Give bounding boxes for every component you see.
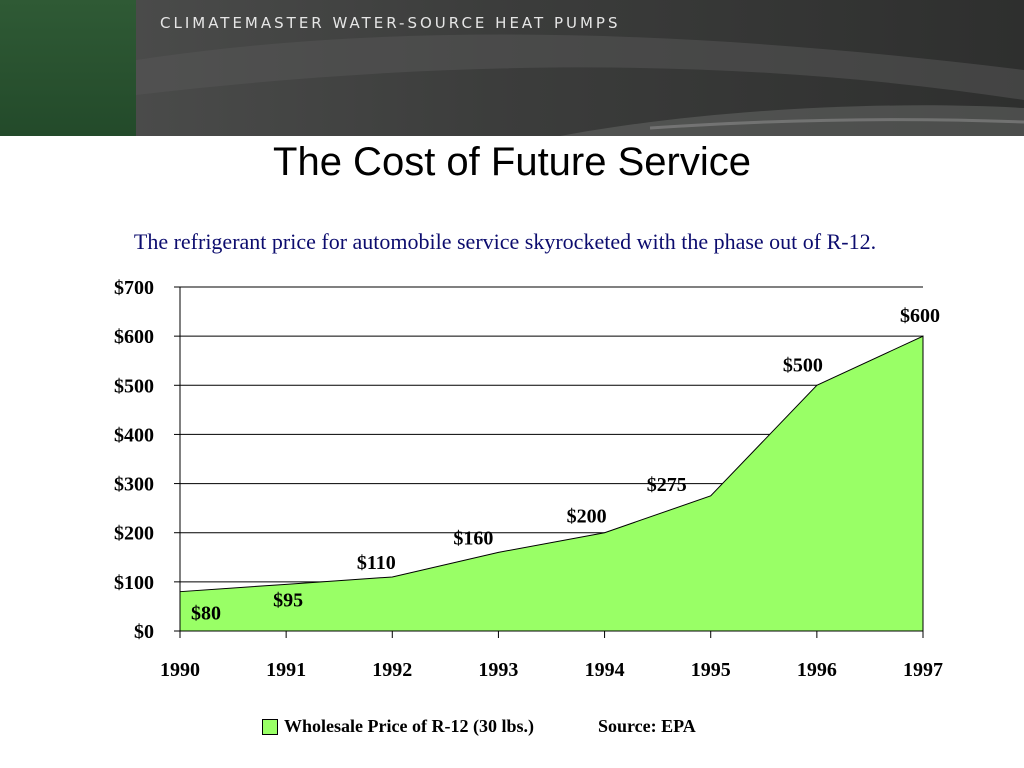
x-tick-label: 1993 [478, 659, 518, 681]
data-label: $600 [900, 305, 940, 327]
y-tick-label: $700 [114, 277, 154, 299]
slide-subtitle: The refrigerant price for automobile ser… [133, 229, 877, 254]
y-tick-label: $200 [114, 523, 154, 545]
legend-swatch [262, 718, 278, 735]
data-labels: $80 $95 $110 $160 $200 $275 $500 $600 [191, 305, 940, 625]
y-tick-label: $400 [114, 424, 154, 446]
data-label: $80 [191, 603, 221, 625]
banner-swoosh [136, 34, 1024, 136]
data-label: $500 [783, 354, 823, 376]
legend-label: Wholesale Price of R-12 (30 lbs.) [284, 716, 534, 736]
data-label: $200 [567, 506, 607, 528]
banner-green-block [0, 0, 136, 136]
x-tick-label: 1995 [691, 659, 731, 681]
chart-axes [174, 286, 924, 638]
y-tick-label: $500 [114, 375, 154, 397]
data-label: $160 [453, 527, 493, 549]
y-tick-label: $0 [134, 621, 154, 643]
x-tick-label: 1991 [266, 659, 306, 681]
chart-legend: Wholesale Price of R-12 (30 lbs.) Source… [262, 716, 696, 737]
data-label: $95 [273, 589, 303, 611]
y-tick-label: $600 [114, 326, 154, 348]
y-tick-label: $300 [114, 474, 154, 496]
chart-area-series [179, 335, 924, 632]
x-tick-label: 1990 [160, 659, 200, 681]
slide-title: The Cost of Future Service [273, 140, 751, 184]
brand-name: CLIMATEMASTER WATER-SOURCE HEAT PUMPS [160, 14, 621, 32]
x-tick-label: 1997 [903, 659, 943, 681]
y-tick-labels: $0 $100 $200 $300 $400 $500 $600 $700 [114, 277, 154, 643]
data-label: $110 [357, 552, 396, 574]
x-tick-label: 1996 [797, 659, 837, 681]
header-banner: CLIMATEMASTER WATER-SOURCE HEAT PUMPS [0, 0, 1024, 136]
x-tick-label: 1992 [372, 659, 412, 681]
x-tick-label: 1994 [585, 659, 625, 681]
source-note: Source: EPA [597, 716, 696, 736]
y-tick-label: $100 [114, 572, 154, 594]
x-tick-labels: 1990 1991 1992 1993 1994 1995 1996 1997 [160, 659, 943, 681]
data-label: $275 [647, 474, 687, 496]
